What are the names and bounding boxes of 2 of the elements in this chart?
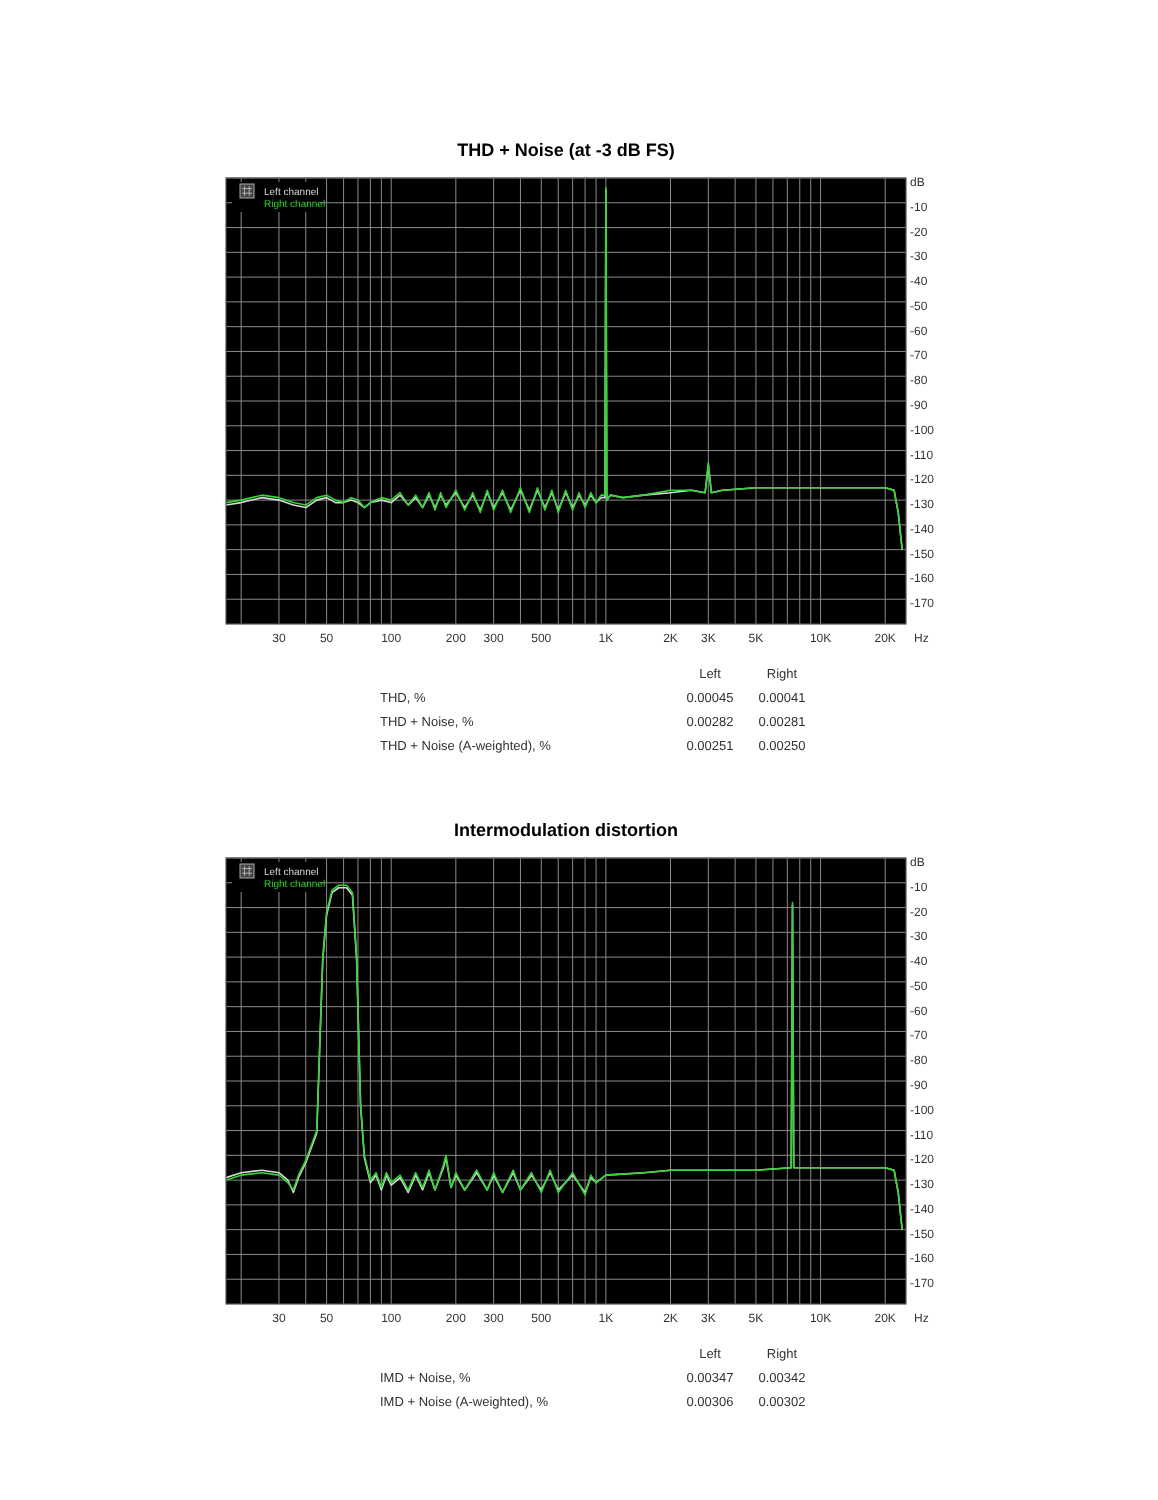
chart-title: Intermodulation distortion <box>454 820 678 840</box>
chart-title: THD + Noise (at -3 dB FS) <box>457 140 675 160</box>
